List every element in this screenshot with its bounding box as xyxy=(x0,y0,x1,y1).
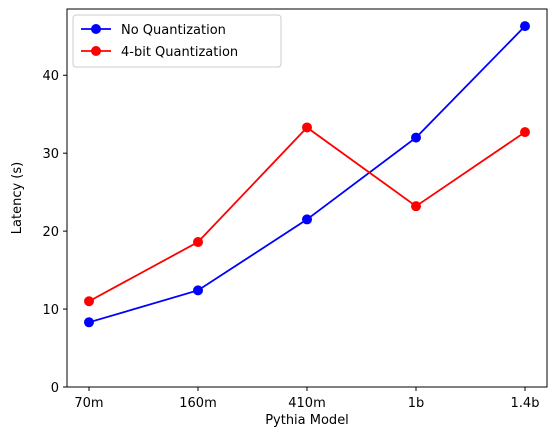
series-line xyxy=(88,126,526,303)
y-tick-label: 40 xyxy=(42,69,59,84)
x-tick-label: 1b xyxy=(408,396,425,411)
y-tick-label: 0 xyxy=(51,381,59,396)
data-point xyxy=(520,21,530,32)
x-axis-ticks: 70m 160m 410m 1b 1.4b xyxy=(74,387,539,411)
legend: No Quantization 4-bit Quantization xyxy=(72,14,282,68)
y-tick-label: 20 xyxy=(42,225,59,240)
series-2 xyxy=(84,122,530,307)
data-point xyxy=(193,285,203,296)
data-point xyxy=(193,237,203,248)
data-point xyxy=(84,296,94,307)
y-axis-ticks: 0 10 20 30 40 xyxy=(42,69,67,396)
data-point xyxy=(411,132,421,143)
series-line xyxy=(88,25,526,324)
x-axis-label: Pythia Model xyxy=(265,413,349,428)
data-point xyxy=(84,317,94,328)
series-1 xyxy=(84,21,530,328)
legend-marker xyxy=(91,24,101,34)
legend-box xyxy=(72,14,282,68)
x-tick-label: 1.4b xyxy=(511,396,540,411)
y-axis-label: Latency (s) xyxy=(10,162,25,234)
data-point xyxy=(302,214,312,225)
data-point xyxy=(302,122,312,133)
y-tick-label: 30 xyxy=(42,147,59,162)
y-tick-label: 10 xyxy=(42,303,59,318)
x-tick-label: 410m xyxy=(288,396,325,411)
legend-label: No Quantization xyxy=(121,23,226,38)
x-tick-label: 70m xyxy=(74,396,103,411)
legend-label: 4-bit Quantization xyxy=(121,45,238,60)
data-point xyxy=(411,201,421,212)
legend-marker xyxy=(91,46,101,56)
x-tick-label: 160m xyxy=(179,396,216,411)
data-point xyxy=(520,127,530,138)
series-layer xyxy=(84,21,530,328)
